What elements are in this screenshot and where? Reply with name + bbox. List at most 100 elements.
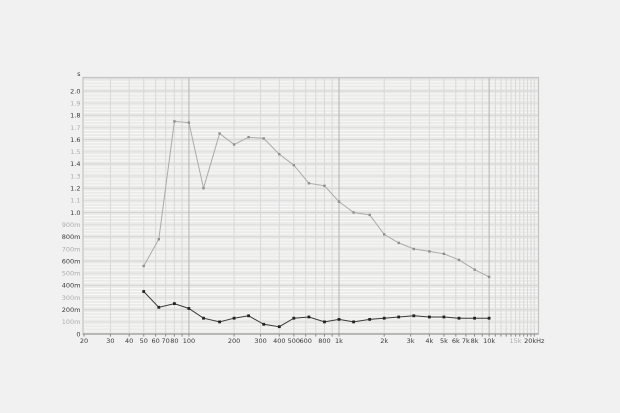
data-point — [292, 163, 295, 167]
data-point — [457, 258, 461, 262]
data-point — [473, 268, 476, 271]
data-point — [368, 318, 372, 321]
y-tick-label: 1.4 — [70, 160, 80, 168]
y-tick-label: 1.8 — [70, 112, 80, 120]
data-point — [247, 314, 250, 318]
data-point — [157, 238, 160, 241]
y-axis-labels: s 2.0 1.9 1.8 1.7 1.6 1.5 1.4 1.3 1.2 1.1 1.0 900m 80… — [62, 70, 81, 338]
data-point — [397, 315, 401, 319]
x-tick-label: 30 — [106, 337, 114, 345]
y-tick-label: 600m — [62, 257, 81, 265]
data-point — [442, 252, 446, 255]
y-tick-label: 1.0 — [70, 209, 80, 217]
x-tick-label: 2k — [380, 337, 388, 345]
data-point — [412, 247, 415, 251]
x-tick-label: 400 — [273, 337, 285, 345]
data-point — [187, 307, 191, 310]
y-tick-label: 2.0 — [70, 87, 80, 95]
x-axis-labels: 20 30 40 50 60 70 80 100 200 300 400 500 600 800 1k 2k 3… — [80, 337, 545, 345]
data-point — [262, 322, 266, 326]
x-tick-label: 300 — [254, 337, 266, 345]
horizontal-minor-gridlines — [83, 81, 539, 332]
data-point — [487, 275, 491, 279]
data-point — [323, 320, 326, 324]
data-point — [337, 200, 341, 203]
y-tick-label: 0 — [76, 330, 80, 338]
x-tick-label: 80 — [170, 337, 178, 345]
x-tick-label: 40 — [125, 337, 133, 345]
x-tick-label: 1k — [335, 337, 343, 345]
data-point — [323, 184, 326, 187]
y-tick-label: 1.9 — [70, 99, 80, 107]
data-point — [397, 241, 400, 245]
data-point — [382, 316, 386, 320]
data-point — [157, 305, 161, 309]
series-line — [143, 291, 490, 328]
data-point — [173, 302, 176, 305]
x-tick-label: 500 — [288, 337, 300, 345]
y-tick-label: 1.6 — [70, 136, 80, 144]
y-tick-label: 500m — [62, 270, 81, 278]
x-tick-label: 100 — [183, 337, 195, 345]
data-point — [142, 264, 145, 268]
x-tick-label: 15k — [510, 337, 522, 345]
data-point — [428, 250, 431, 253]
x-tick-label: 3k — [407, 337, 415, 345]
data-point — [262, 137, 265, 140]
x-axis-ticks — [83, 334, 535, 337]
y-tick-label: 800m — [62, 233, 81, 241]
vertical-gridlines — [109, 77, 535, 334]
data-point — [337, 318, 341, 321]
y-tick-label: 1.7 — [70, 124, 80, 132]
data-point — [412, 314, 416, 318]
data-point — [428, 315, 431, 319]
data-point — [173, 120, 176, 123]
axis-frame — [82, 76, 540, 335]
y-tick-label: 1.3 — [70, 172, 80, 180]
data-point — [187, 121, 191, 124]
x-tick-label: 60 — [151, 337, 159, 345]
series-line — [143, 120, 490, 278]
data-point — [218, 320, 221, 324]
data-point — [473, 316, 476, 320]
x-tick-label: 6k — [452, 337, 460, 345]
x-tick-label: 4k — [425, 337, 433, 345]
data-point — [232, 316, 236, 320]
x-tick-label: 200 — [228, 337, 240, 345]
series-upper-gray-curve — [142, 120, 491, 279]
data-point — [487, 316, 491, 320]
data-point — [442, 315, 446, 319]
data-point — [307, 182, 311, 185]
x-tick-label: 8k — [471, 337, 479, 345]
y-tick-label: 900m — [62, 221, 81, 229]
y-tick-label: 1.5 — [70, 148, 80, 156]
data-point — [142, 290, 146, 293]
x-tick-label: 5k — [440, 337, 448, 345]
data-point — [292, 316, 296, 320]
x-tick-label: 20 — [80, 337, 88, 345]
data-point — [352, 211, 355, 214]
x-tick-label: 70 — [162, 337, 170, 345]
y-tick-label: 1.2 — [70, 185, 80, 193]
data-point — [278, 153, 281, 156]
y-tick-label: 100m — [62, 318, 81, 326]
x-tick-label: 600 — [300, 337, 312, 345]
plot-area — [83, 77, 539, 334]
data-point — [232, 143, 236, 146]
x-tick-label: 10k — [483, 337, 495, 345]
data-point — [277, 325, 281, 329]
y-tick-label: 300m — [62, 294, 81, 302]
data-point — [383, 233, 386, 236]
data-point — [307, 315, 311, 319]
y-tick-label: 1.1 — [70, 197, 80, 205]
data-point — [218, 132, 221, 135]
x-tick-label: 50 — [140, 337, 148, 345]
data-point — [352, 320, 355, 324]
x-tick-label: 7k — [462, 337, 470, 345]
y-tick-label: 200m — [62, 306, 81, 314]
data-point — [247, 136, 250, 139]
y-axis-unit-label: s — [77, 70, 81, 78]
series-lower-black-curve — [142, 290, 491, 329]
